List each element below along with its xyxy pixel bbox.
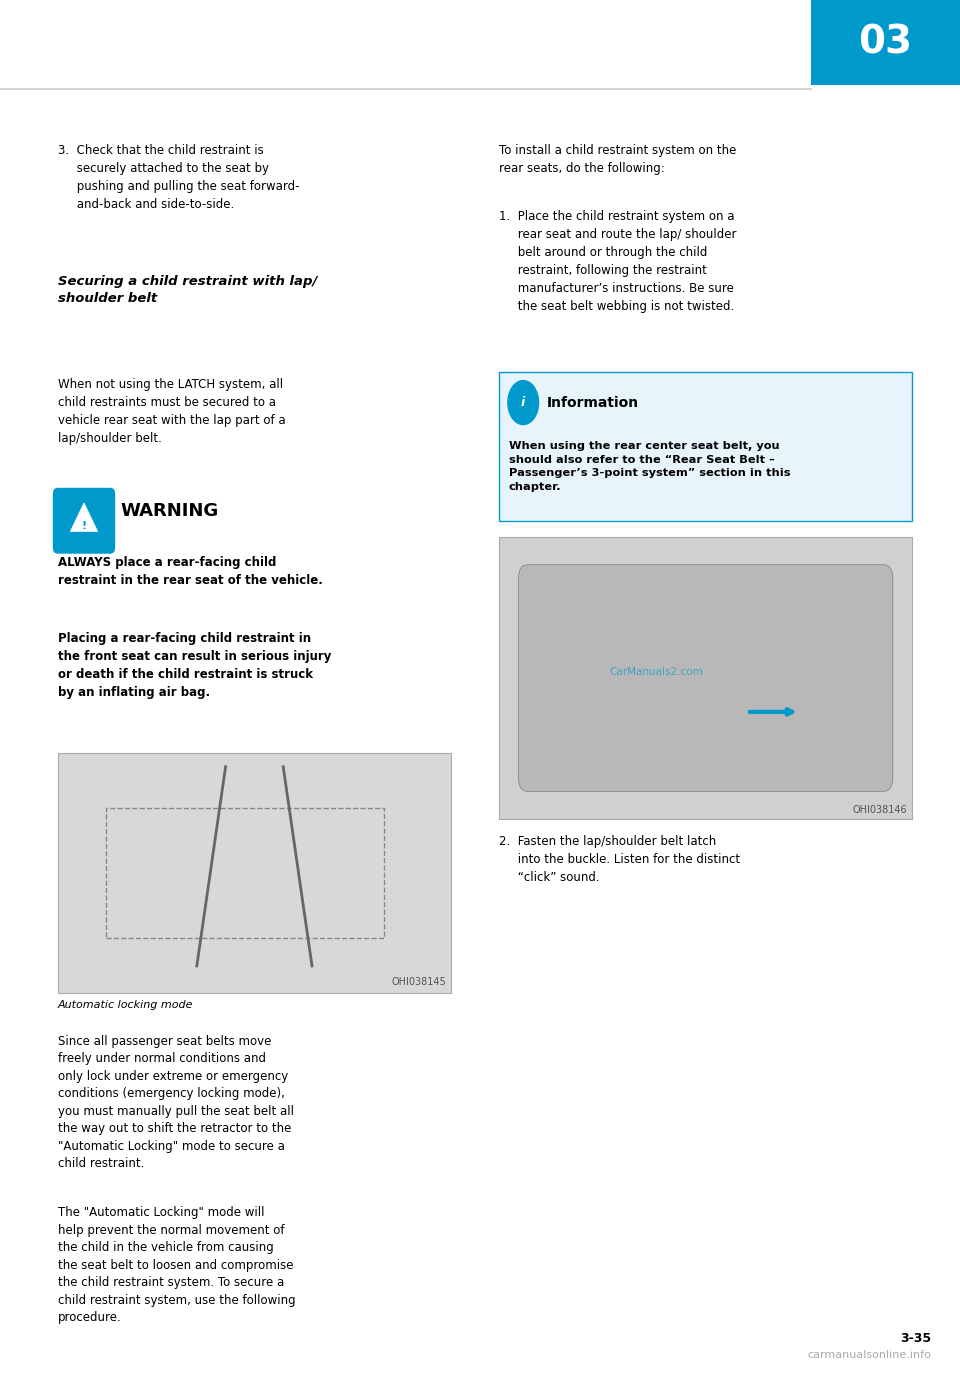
Circle shape xyxy=(508,381,539,425)
FancyBboxPatch shape xyxy=(58,753,451,993)
Text: 03: 03 xyxy=(858,23,912,62)
Text: WARNING: WARNING xyxy=(120,502,218,521)
Text: carmanualsonline.info: carmanualsonline.info xyxy=(807,1351,931,1360)
Text: Since all passenger seat belts move
freely under normal conditions and
only lock: Since all passenger seat belts move free… xyxy=(58,1035,294,1171)
Text: When not using the LATCH system, all
child restraints must be secured to a
vehic: When not using the LATCH system, all chi… xyxy=(58,378,285,445)
FancyBboxPatch shape xyxy=(499,372,912,521)
Text: ALWAYS place a rear-facing child
restraint in the rear seat of the vehicle.: ALWAYS place a rear-facing child restrai… xyxy=(58,556,323,588)
Text: Securing a child restraint with lap/
shoulder belt: Securing a child restraint with lap/ sho… xyxy=(58,275,317,305)
Text: OHI038146: OHI038146 xyxy=(852,805,907,815)
FancyBboxPatch shape xyxy=(53,488,115,554)
FancyBboxPatch shape xyxy=(499,537,912,819)
FancyBboxPatch shape xyxy=(811,0,960,85)
Text: !: ! xyxy=(82,521,86,532)
Text: To install a child restraint system on the
rear seats, do the following:: To install a child restraint system on t… xyxy=(499,144,736,176)
Text: 3-35: 3-35 xyxy=(900,1331,931,1345)
FancyBboxPatch shape xyxy=(518,565,893,791)
Text: 2.  Fasten the lap/shoulder belt latch
     into the buckle. Listen for the dist: 2. Fasten the lap/shoulder belt latch in… xyxy=(499,835,740,885)
Text: Information: Information xyxy=(547,396,639,409)
Polygon shape xyxy=(70,503,98,532)
Text: i: i xyxy=(521,396,525,409)
Text: OHI038145: OHI038145 xyxy=(392,977,446,987)
Text: 1.  Place the child restraint system on a
     rear seat and route the lap/ shou: 1. Place the child restraint system on a… xyxy=(499,210,736,313)
Text: Automatic locking mode: Automatic locking mode xyxy=(58,1000,193,1010)
Text: When using the rear center seat belt, you
should also refer to the “Rear Seat Be: When using the rear center seat belt, yo… xyxy=(509,441,790,492)
Text: Placing a rear-facing child restraint in
the front seat can result in serious in: Placing a rear-facing child restraint in… xyxy=(58,632,331,699)
Text: The "Automatic Locking" mode will
help prevent the normal movement of
the child : The "Automatic Locking" mode will help p… xyxy=(58,1206,296,1325)
Text: CarManuals2.com: CarManuals2.com xyxy=(610,668,703,677)
Text: 3.  Check that the child restraint is
     securely attached to the seat by
    : 3. Check that the child restraint is sec… xyxy=(58,144,300,212)
